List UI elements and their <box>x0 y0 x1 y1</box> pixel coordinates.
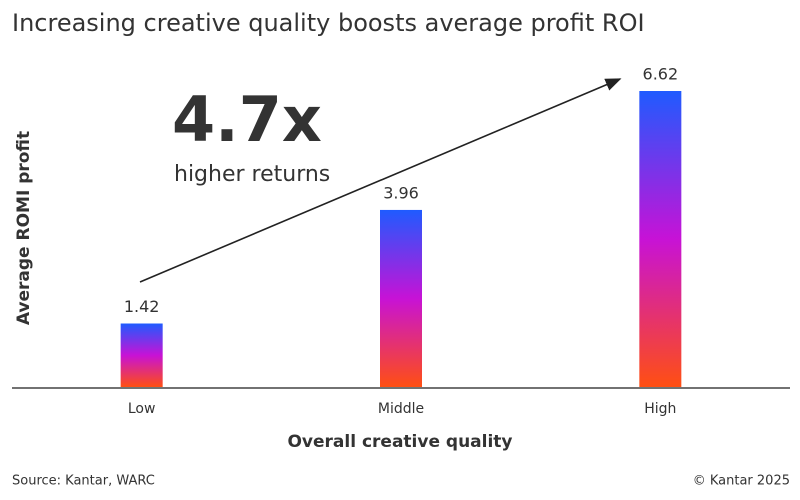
copyright-note: © Kantar 2025 <box>693 474 790 489</box>
chart-title: Increasing creative quality boosts avera… <box>12 9 645 37</box>
trend-arrow <box>139 78 622 283</box>
value-label: 1.42 <box>124 297 160 316</box>
y-axis-label: Average ROMI profit <box>14 131 34 325</box>
source-note: Source: Kantar, WARC <box>12 474 155 489</box>
x-axis-label: Overall creative quality <box>287 432 512 452</box>
annotation-multiplier: 4.7x <box>172 83 322 156</box>
x-tick-label: Middle <box>378 401 424 417</box>
x-tick-label: Low <box>128 401 156 417</box>
bar <box>120 323 163 387</box>
x-tick-label: High <box>644 401 676 417</box>
bar <box>639 91 682 387</box>
bar <box>380 209 422 387</box>
value-label: 6.62 <box>643 65 679 84</box>
annotation-text: higher returns <box>174 162 330 187</box>
value-label: 3.96 <box>383 183 419 202</box>
